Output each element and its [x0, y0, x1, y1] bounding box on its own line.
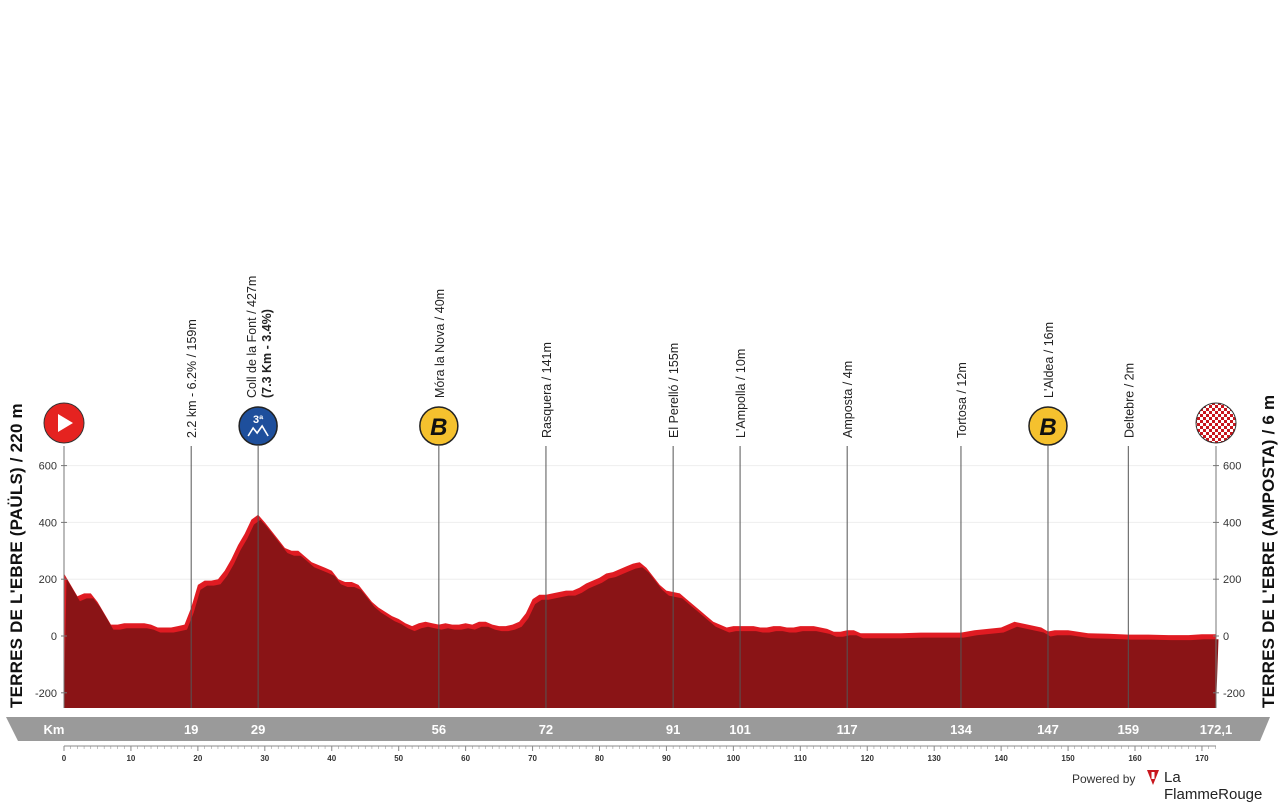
waypoint-label-2: Móra la Nova / 40m: [433, 289, 447, 398]
waypoint-label-7: Tortosa / 12m: [955, 362, 969, 438]
finish-circle: [1195, 402, 1237, 444]
xtick-10: 10: [126, 754, 135, 763]
waypoint-label-8: L'Aldea / 16m: [1042, 322, 1056, 398]
mountain-category-icon: 3ª: [238, 406, 278, 446]
km-marker-159: 159: [1117, 722, 1139, 737]
ytick-right-600: 600: [1223, 461, 1241, 473]
xtick-30: 30: [260, 754, 269, 763]
km-bar: Km 19 29 56 72 91 101 117 134 147 159 172,1: [6, 717, 1270, 741]
xtick-170: 170: [1195, 754, 1209, 763]
waypoint-label-3: Rasquera / 141m: [540, 342, 554, 438]
waypoint-badges: 3ª B B: [43, 402, 1237, 446]
ytick-right-200: 200: [1223, 574, 1241, 586]
xtick-110: 110: [794, 754, 807, 763]
xtick-50: 50: [394, 754, 403, 763]
kom-circle: [238, 406, 278, 446]
ytick-left-0: 0: [51, 631, 57, 643]
xtick-20: 20: [193, 754, 202, 763]
xtick-60: 60: [461, 754, 470, 763]
bonus-letter: B: [430, 414, 447, 441]
start-flag-icon: [43, 402, 85, 444]
km-marker-19: 19: [184, 722, 198, 737]
waypoint-label-0: 2.2 km - 6.2% / 159m: [185, 319, 199, 438]
footer-brand: La FlammeRouge: [1164, 769, 1263, 803]
ytick-right--200: -200: [1223, 688, 1245, 700]
side-titles: TERRES DE L'EBRE (PAÜLS) / 220 m TERRES D…: [7, 395, 1278, 708]
bonus-sprint-icon: B: [419, 406, 459, 446]
waypoint-label-5: L'Ampolla / 10m: [734, 349, 748, 438]
km-marker-172,1: 172,1: [1200, 722, 1233, 737]
xtick-150: 150: [1061, 754, 1075, 763]
waypoint-sublabel-1: (7.3 Km - 3.4%): [260, 309, 274, 398]
waypoint-label-4: El Perelló / 155m: [667, 343, 681, 438]
km-marker-72: 72: [539, 722, 553, 737]
waypoint-label-6: Amposta / 4m: [841, 361, 855, 438]
bonus-letter: B: [1039, 414, 1056, 441]
elevation-profile-area: [64, 519, 1219, 708]
km-marker-147: 147: [1037, 722, 1059, 737]
left-title: TERRES DE L'EBRE (PAÜLS) / 220 m: [7, 403, 26, 708]
km-marker-134: 134: [950, 722, 972, 737]
xtick-100: 100: [727, 754, 741, 763]
xtick-70: 70: [528, 754, 537, 763]
footer-powered-by: Powered by: [1072, 772, 1136, 786]
xtick-140: 140: [994, 754, 1008, 763]
km-bar-label: Km: [44, 722, 65, 737]
ytick-left-400: 400: [39, 517, 57, 529]
km-marker-117: 117: [837, 722, 858, 737]
xtick-130: 130: [928, 754, 942, 763]
waypoint-labels: 2.2 km - 6.2% / 159m Coll de la Font / 42…: [185, 276, 1136, 438]
xtick-80: 80: [595, 754, 604, 763]
waypoint-label-1: Coll de la Font / 427m: [245, 276, 259, 398]
play-icon: [58, 414, 73, 432]
ytick-right-400: 400: [1223, 517, 1241, 529]
xtick-90: 90: [662, 754, 671, 763]
km-marker-29: 29: [251, 722, 265, 737]
km-marker-56: 56: [432, 722, 446, 737]
finish-flag-icon: [1195, 402, 1237, 444]
xtick-160: 160: [1128, 754, 1142, 763]
xtick-120: 120: [861, 754, 875, 763]
bonus-circle: [419, 406, 459, 446]
y-axes: 600 400 200 0 -200 600 400 200 0 -200: [35, 446, 1245, 708]
ytick-right-0: 0: [1223, 631, 1229, 643]
km-marker-91: 91: [666, 722, 680, 737]
km-bar-background: [6, 717, 1270, 741]
waypoint-label-9: Deltebre / 2m: [1122, 363, 1136, 438]
flamme-rouge-logo-icon: [1147, 770, 1159, 785]
xtick-40: 40: [327, 754, 336, 763]
bonus-sprint-icon: B: [1028, 406, 1068, 446]
kom-category: 3ª: [253, 414, 264, 426]
ytick-left--200: -200: [35, 688, 57, 700]
mountain-icon: [247, 424, 269, 437]
ytick-left-200: 200: [39, 574, 57, 586]
xtick-0: 0: [62, 754, 67, 763]
right-title: TERRES DE L'EBRE (AMPOSTA) / 6 m: [1259, 395, 1278, 708]
ytick-left-600: 600: [39, 461, 57, 473]
km-marker-101: 101: [729, 722, 751, 737]
waypoint-lines-front: [190, 446, 1129, 708]
x-axis: 0 10 20 30 40 50 60 70 80 90 100 110 120 130 140 150 160…: [62, 745, 1216, 763]
bonus-circle: [1028, 406, 1068, 446]
